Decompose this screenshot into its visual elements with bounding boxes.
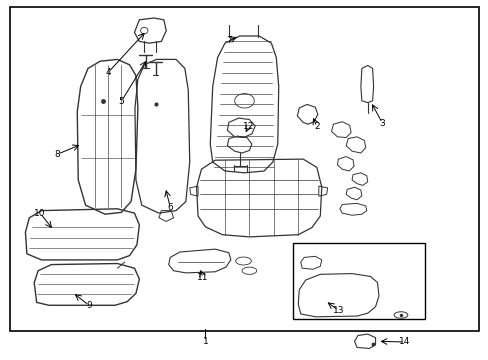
Text: 3: 3 [379,119,385,128]
Text: 1: 1 [202,337,208,346]
Text: 11: 11 [197,274,208,282]
Text: 14: 14 [398,338,410,346]
Text: 8: 8 [55,150,61,159]
Text: 9: 9 [86,301,92,310]
Bar [293,243,425,319]
Text: 5: 5 [118,97,124,106]
Text: 10: 10 [34,209,46,217]
Text: 13: 13 [332,306,344,315]
Text: 7: 7 [225,36,231,45]
Text: 2: 2 [313,122,319,131]
Text: 4: 4 [105,68,111,77]
Text: 12: 12 [242,122,254,131]
Text: 6: 6 [167,202,173,212]
